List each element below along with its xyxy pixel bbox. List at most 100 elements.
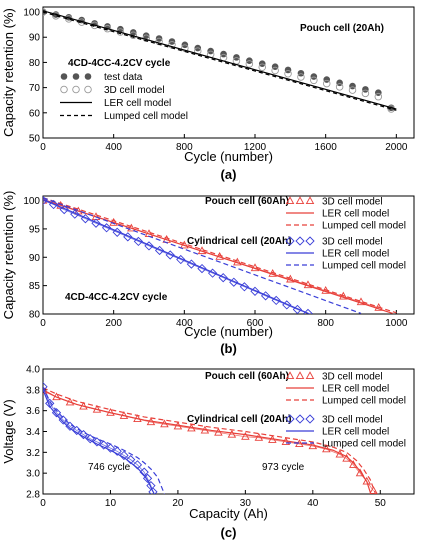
legend-entry: LER cell model xyxy=(60,98,171,109)
data-point-diamond xyxy=(99,440,109,450)
y-tick-label: 50 xyxy=(29,134,41,145)
data-point-diamond xyxy=(133,236,144,247)
legend-label: test data xyxy=(104,72,143,83)
y-tick-label: 4.0 xyxy=(26,365,40,376)
legend-marker xyxy=(60,85,68,94)
data-point-diamond xyxy=(59,204,69,215)
legend-group-title: Pouch cell (60Ah) xyxy=(205,371,289,382)
x-tick-label: 20 xyxy=(172,498,184,509)
legend-marker xyxy=(84,85,92,94)
series-1 xyxy=(43,8,395,113)
legend-label: 3D cell model xyxy=(322,197,383,208)
x-tick-label: 600 xyxy=(247,318,264,329)
data-point-test xyxy=(284,66,292,74)
data-point-test xyxy=(375,89,382,96)
legend-entry: LER cell model xyxy=(286,427,389,438)
panel-label: (c) xyxy=(221,525,237,540)
legend-entry: 3D cell model xyxy=(285,236,383,248)
x-tick-label: 10 xyxy=(105,498,117,509)
series-3 xyxy=(43,196,313,314)
data-point-triangle xyxy=(286,274,295,283)
series-2 xyxy=(43,197,397,314)
data-point-3d xyxy=(297,73,305,81)
y-tick-label: 70 xyxy=(29,83,41,94)
data-point-test xyxy=(297,69,305,77)
legend-label: LER cell model xyxy=(104,98,171,109)
data-point-3d xyxy=(348,86,357,94)
legend-label: Lumped cell model xyxy=(322,221,406,232)
annotation: 973 cycle xyxy=(262,462,305,473)
x-tick-label: 2000 xyxy=(385,142,408,153)
series-3 xyxy=(43,382,158,494)
data-point-diamond xyxy=(70,209,80,219)
legend-label: Lumped cell model xyxy=(322,439,406,450)
chart-panel-c: 0 10 20 30 40 50 2.8 3.0 3.2 3.4 3.6 3.8 4.0 Capacity… xyxy=(1,365,415,540)
data-point-diamond xyxy=(144,241,154,251)
panel-label: (b) xyxy=(220,341,237,356)
y-tick-label: 60 xyxy=(29,108,41,119)
legend-group: Cylindrical cell (20Ah) 3D cell modelLER … xyxy=(187,414,406,450)
legend-entry: Lumped cell model xyxy=(60,111,188,122)
legend-label: 3D cell model xyxy=(104,85,165,96)
legend-entry: 3D cell model xyxy=(60,85,165,96)
annotation: 4CD-4CC-4.2CV cycle xyxy=(68,58,171,69)
data-point-diamond xyxy=(65,421,75,431)
data-point-triangle xyxy=(227,429,237,438)
legend-entry: Lumped cell model xyxy=(286,221,406,232)
data-point-3d xyxy=(310,76,318,85)
legend-group: Cylindrical cell (20Ah) 3D cell modelLER … xyxy=(187,236,406,272)
series-1 xyxy=(43,198,393,314)
legend-marker xyxy=(285,371,295,380)
data-point-diamond xyxy=(126,454,136,465)
x-tick-label: 1000 xyxy=(385,318,408,329)
legend-marker xyxy=(285,414,295,424)
legend-entry: 3D cell model xyxy=(285,196,383,208)
plot-area xyxy=(43,196,397,314)
legend-marker xyxy=(305,196,315,205)
data-point-diamond xyxy=(80,214,91,224)
legend-entry: LER cell model xyxy=(286,384,389,395)
x-tick-label: 50 xyxy=(375,498,387,509)
data-point-diamond xyxy=(119,450,129,461)
data-point-triangle xyxy=(241,431,250,440)
legend-marker xyxy=(295,371,305,380)
series-line xyxy=(43,198,311,314)
series-line xyxy=(43,197,362,314)
legend-label: Lumped cell model xyxy=(104,111,188,122)
y-tick-label: 3.2 xyxy=(26,448,40,459)
x-tick-label: 400 xyxy=(176,318,193,329)
legend-marker xyxy=(72,73,80,80)
x-tick-label: 0 xyxy=(40,498,46,509)
series-2 xyxy=(43,10,397,110)
data-point-diamond xyxy=(148,487,158,494)
data-point-3d xyxy=(322,79,331,88)
series-3 xyxy=(43,11,397,111)
data-point-triangle xyxy=(362,476,372,485)
data-point-diamond xyxy=(218,273,228,283)
data-point-3d xyxy=(335,83,344,91)
legend-label: 3D cell model xyxy=(322,415,383,426)
series-line xyxy=(43,389,155,494)
series-line xyxy=(43,11,397,111)
x-tick-label: 800 xyxy=(317,318,334,329)
x-tick-label: 0 xyxy=(40,318,46,329)
data-point-test xyxy=(142,32,150,40)
legend-marker xyxy=(305,236,315,246)
y-tick-label: 100 xyxy=(23,8,40,19)
data-point-3d xyxy=(245,60,254,68)
x-tick-label: 800 xyxy=(176,142,193,153)
series-2 xyxy=(43,387,377,494)
series-line xyxy=(43,198,393,314)
series-line xyxy=(43,389,372,494)
x-tick-label: 0 xyxy=(40,142,46,153)
annotation: 746 cycle xyxy=(88,462,131,473)
legend-marker xyxy=(295,196,305,205)
y-tick-label: 95 xyxy=(29,224,41,235)
data-point-diamond xyxy=(165,250,175,260)
data-point-diamond xyxy=(91,218,101,228)
legend-marker xyxy=(295,236,305,246)
legend-label: LER cell model xyxy=(322,249,389,260)
data-point-3d xyxy=(284,70,292,78)
data-point-diamond xyxy=(197,263,207,274)
data-point-diamond xyxy=(101,223,112,233)
